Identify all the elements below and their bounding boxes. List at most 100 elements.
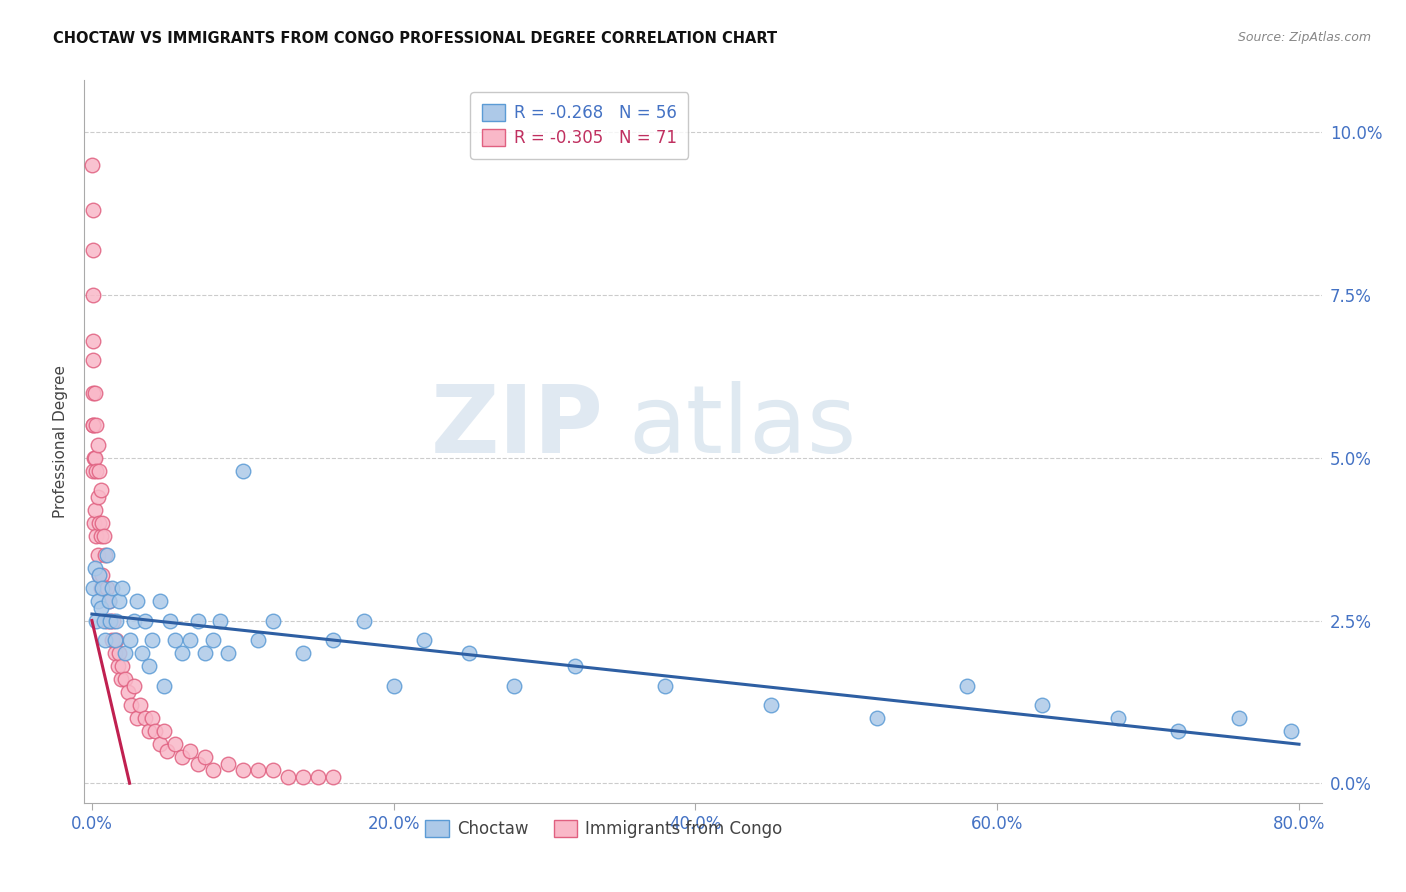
Point bbox=[156, 744, 179, 758]
Point bbox=[186, 614, 208, 628]
Point bbox=[83, 516, 105, 530]
Point bbox=[143, 724, 166, 739]
Point bbox=[246, 633, 269, 648]
Point bbox=[84, 450, 107, 465]
Point bbox=[96, 614, 118, 628]
Point bbox=[117, 685, 139, 699]
Point bbox=[86, 529, 108, 543]
Point bbox=[277, 770, 299, 784]
Point bbox=[82, 203, 104, 218]
Point bbox=[87, 438, 110, 452]
Point bbox=[217, 646, 239, 660]
Point bbox=[97, 594, 120, 608]
Point bbox=[186, 756, 208, 771]
Point bbox=[82, 418, 104, 433]
Point bbox=[149, 737, 172, 751]
Point bbox=[89, 568, 111, 582]
Point bbox=[232, 464, 254, 478]
Point bbox=[217, 756, 239, 771]
Point bbox=[1227, 711, 1250, 725]
Point bbox=[262, 764, 284, 778]
Point bbox=[82, 464, 104, 478]
Point bbox=[89, 464, 111, 478]
Point bbox=[105, 633, 128, 648]
Point bbox=[759, 698, 782, 713]
Point bbox=[90, 600, 112, 615]
Point bbox=[103, 633, 125, 648]
Point bbox=[201, 633, 224, 648]
Text: ZIP: ZIP bbox=[432, 381, 605, 473]
Point bbox=[91, 516, 114, 530]
Point bbox=[108, 594, 131, 608]
Point bbox=[127, 594, 149, 608]
Point bbox=[153, 724, 176, 739]
Point bbox=[149, 594, 172, 608]
Point bbox=[105, 614, 128, 628]
Point bbox=[110, 672, 132, 686]
Point bbox=[100, 581, 122, 595]
Point bbox=[865, 711, 887, 725]
Point bbox=[98, 614, 121, 628]
Point bbox=[82, 581, 104, 595]
Point bbox=[194, 750, 217, 764]
Point bbox=[118, 633, 141, 648]
Point bbox=[138, 659, 160, 673]
Point bbox=[131, 646, 153, 660]
Point bbox=[134, 614, 156, 628]
Point bbox=[96, 549, 118, 563]
Point bbox=[159, 614, 181, 628]
Point bbox=[153, 679, 176, 693]
Point bbox=[503, 679, 526, 693]
Point bbox=[114, 646, 136, 660]
Point bbox=[654, 679, 676, 693]
Point bbox=[84, 385, 107, 400]
Point bbox=[87, 490, 110, 504]
Point bbox=[163, 737, 186, 751]
Point bbox=[564, 659, 586, 673]
Point bbox=[138, 724, 160, 739]
Point bbox=[458, 646, 481, 660]
Point bbox=[1031, 698, 1053, 713]
Point bbox=[134, 711, 156, 725]
Point bbox=[163, 633, 186, 648]
Point bbox=[246, 764, 269, 778]
Point bbox=[194, 646, 217, 660]
Point bbox=[86, 418, 108, 433]
Point bbox=[307, 770, 329, 784]
Point bbox=[127, 711, 149, 725]
Point bbox=[90, 529, 112, 543]
Legend: Choctaw, Immigrants from Congo: Choctaw, Immigrants from Congo bbox=[419, 814, 789, 845]
Point bbox=[111, 581, 134, 595]
Point bbox=[87, 594, 110, 608]
Point bbox=[956, 679, 979, 693]
Point bbox=[82, 243, 104, 257]
Point bbox=[141, 633, 163, 648]
Point bbox=[91, 581, 114, 595]
Point bbox=[94, 633, 117, 648]
Point bbox=[129, 698, 152, 713]
Point bbox=[82, 353, 104, 368]
Point bbox=[101, 614, 124, 628]
Point bbox=[82, 334, 104, 348]
Point bbox=[172, 646, 194, 660]
Point bbox=[103, 646, 125, 660]
Point bbox=[94, 549, 117, 563]
Point bbox=[114, 672, 136, 686]
Point bbox=[91, 568, 114, 582]
Text: atlas: atlas bbox=[628, 381, 858, 473]
Point bbox=[201, 764, 224, 778]
Point bbox=[141, 711, 163, 725]
Point bbox=[262, 614, 284, 628]
Point bbox=[90, 483, 112, 498]
Point bbox=[82, 288, 104, 302]
Point bbox=[1281, 724, 1303, 739]
Point bbox=[86, 464, 108, 478]
Point bbox=[412, 633, 434, 648]
Point bbox=[292, 770, 315, 784]
Point bbox=[322, 633, 344, 648]
Point bbox=[322, 770, 344, 784]
Y-axis label: Professional Degree: Professional Degree bbox=[53, 365, 69, 518]
Point bbox=[96, 581, 118, 595]
Text: CHOCTAW VS IMMIGRANTS FROM CONGO PROFESSIONAL DEGREE CORRELATION CHART: CHOCTAW VS IMMIGRANTS FROM CONGO PROFESS… bbox=[53, 31, 778, 46]
Point bbox=[93, 581, 115, 595]
